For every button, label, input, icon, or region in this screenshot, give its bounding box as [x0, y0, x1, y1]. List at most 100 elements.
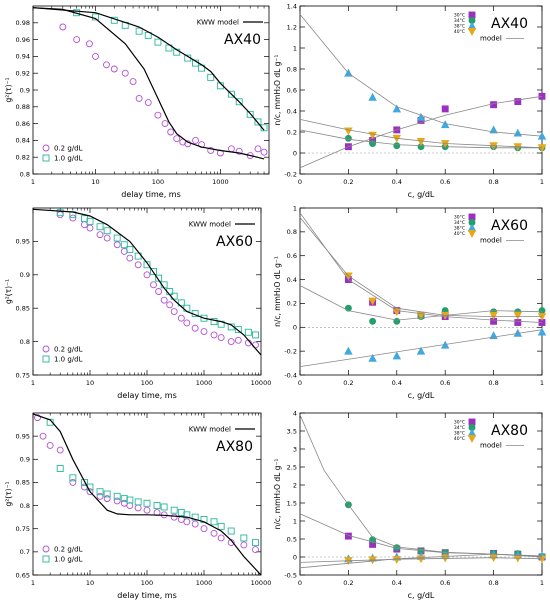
legend-marker: [467, 435, 477, 443]
y-axis-label: n/c, mmH₂O dL g⁻¹: [273, 55, 282, 126]
legend-marker: [42, 144, 50, 152]
x-tick-label: 1000: [212, 178, 229, 186]
data-point: [514, 98, 522, 106]
data-point: [191, 513, 199, 521]
panel-title: AX40: [491, 16, 528, 32]
legend-label: 1.0 g/dL: [54, 155, 83, 163]
panel-title: AX60: [491, 218, 528, 234]
data-point: [150, 281, 157, 289]
data-point: [103, 61, 110, 69]
y-tick-label: 0.86: [16, 120, 30, 128]
series-1: [59, 23, 268, 159]
data-point: [344, 127, 353, 136]
data-point: [392, 351, 402, 360]
data-point: [234, 326, 242, 334]
data-point: [246, 110, 254, 118]
data-point: [59, 23, 67, 31]
y-tick-label: 0.75: [16, 371, 30, 379]
y-tick-label: 0.92: [16, 70, 30, 78]
legend-label: 34°C: [454, 18, 465, 24]
data-point: [489, 125, 498, 134]
model-line: [32, 7, 265, 131]
y-tick-label: 1.4: [287, 2, 297, 10]
x-axis-label: delay time, ms: [117, 591, 177, 600]
model-line: [299, 212, 543, 323]
y-tick-label: 0: [293, 324, 297, 332]
data-point: [344, 134, 352, 142]
panel-title: AX80: [491, 423, 528, 439]
data-point: [254, 145, 262, 153]
data-point: [416, 346, 426, 355]
data-point: [134, 504, 142, 512]
data-point: [392, 556, 402, 564]
x-tick-label: 0: [298, 379, 302, 387]
chart-panel-2: 0 0.2 0.4 0.6 0.8 1-0.200.20.40.60.811.21.4c,…: [273, 2, 547, 199]
data-point: [126, 502, 134, 510]
data-point: [191, 324, 199, 332]
y-tick-label: 0.8: [20, 338, 30, 346]
data-point: [135, 94, 143, 102]
data-point: [235, 147, 243, 155]
y-tick-label: 0.84: [16, 137, 30, 145]
y-tick-label: 0.2: [287, 128, 297, 136]
x-tick-label: 100: [152, 178, 164, 186]
data-point: [113, 234, 121, 242]
data-point: [440, 120, 450, 129]
y-tick-label: 0: [293, 553, 297, 561]
data-point: [86, 488, 94, 496]
model-line: [299, 557, 543, 563]
y-tick-label: -0.5: [284, 571, 297, 579]
data-point: [86, 217, 94, 225]
data-point: [34, 414, 41, 422]
data-point: [85, 40, 93, 48]
data-point: [126, 254, 134, 262]
data-point: [369, 317, 377, 325]
data-point: [513, 311, 523, 320]
y-tick-label: 0.8: [287, 228, 297, 236]
data-point: [200, 328, 208, 336]
legend-label: KWW model: [197, 19, 239, 27]
data-point: [161, 120, 169, 128]
data-point: [113, 497, 121, 505]
data-point: [210, 529, 218, 537]
legend-marker: [42, 355, 50, 363]
model-line: [299, 553, 543, 569]
data-point: [170, 513, 178, 521]
legend-marker: [467, 230, 477, 238]
y-tick-label: 0.65: [16, 571, 30, 579]
data-point: [227, 90, 235, 98]
legend-label: model: [480, 237, 502, 245]
data-point: [134, 261, 142, 269]
x-tick-label: 0.2: [343, 178, 353, 186]
y-tick-label: 1.5: [287, 499, 297, 507]
data-point: [207, 147, 215, 154]
model-line: [32, 7, 265, 160]
legend-label: model: [480, 35, 502, 43]
data-point: [39, 432, 47, 440]
data-point: [126, 245, 134, 253]
legend-label: 40°C: [454, 436, 465, 442]
data-point: [183, 319, 191, 327]
x-tick-label: 0.4: [392, 379, 402, 387]
x-tick-label: 100: [141, 379, 153, 387]
legend-label: 38°C: [454, 431, 465, 437]
data-point: [143, 261, 151, 269]
y-tick-label: 1: [293, 44, 297, 52]
model-line: [299, 119, 543, 149]
y-tick-label: 4: [293, 409, 297, 417]
data-point: [160, 296, 168, 304]
data-point: [155, 288, 163, 295]
data-point: [260, 124, 268, 132]
data-point: [103, 490, 111, 498]
y-tick-label: 0.5: [287, 535, 297, 543]
data-point: [92, 52, 99, 60]
data-point: [217, 334, 225, 342]
data-point: [191, 520, 199, 528]
data-point: [210, 518, 218, 526]
series-2: [46, 418, 259, 547]
y-tick-label: 0.9: [20, 271, 30, 279]
data-point: [96, 231, 104, 239]
data-point: [183, 511, 191, 519]
model-line: [299, 14, 543, 137]
data-point: [153, 502, 161, 510]
